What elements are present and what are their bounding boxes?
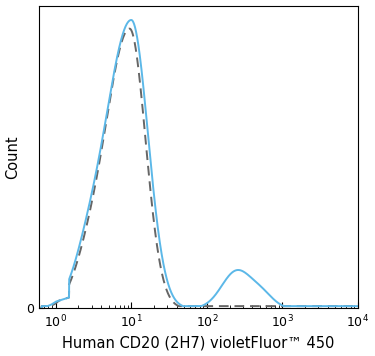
X-axis label: Human CD20 (2H7) violetFluor™ 450: Human CD20 (2H7) violetFluor™ 450	[62, 335, 334, 350]
Y-axis label: Count: Count	[6, 135, 21, 179]
